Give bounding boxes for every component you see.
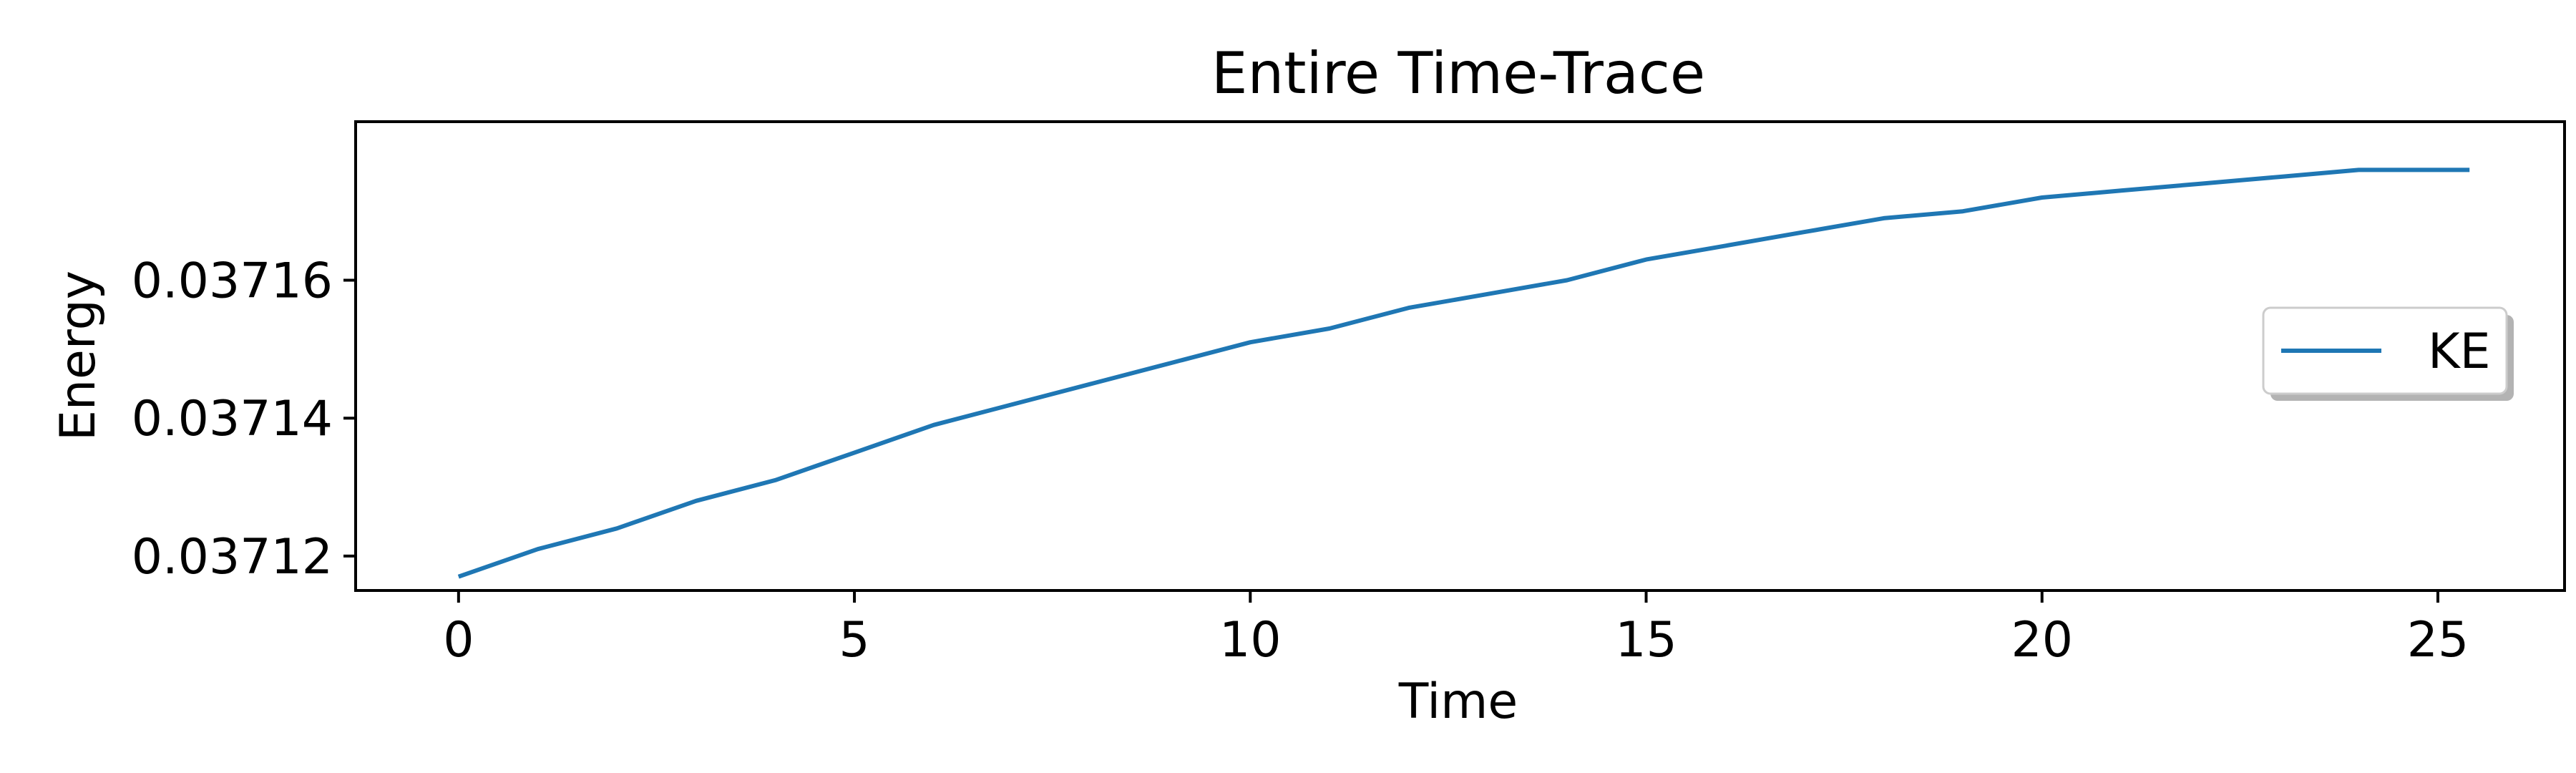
plot-frame [354,120,2566,592]
y-tick-label: 0.03716 [132,253,333,310]
x-axis: 0 5 10 15 20 25 [443,590,2469,669]
legend-box [2262,306,2508,395]
x-tick-label: 0 [443,612,474,669]
legend-label-ke: KE [2428,324,2491,380]
y-axis-label: Energy [50,271,107,441]
x-tick-label: 15 [1615,612,1677,669]
series-layer [457,167,2470,579]
y-tick-label: 0.03714 [132,391,333,447]
x-tick-label: 25 [2407,612,2469,669]
chart-title: Entire Time-Trace [1211,40,1705,107]
x-tick-label: 10 [1219,612,1282,669]
legend: KE [2262,306,2514,401]
y-axis: 0.03712 0.03714 0.03716 [132,253,356,585]
series-line-ke [457,167,2470,579]
x-tick-label: 20 [2011,612,2073,669]
x-axis-label: Time [1398,674,1518,730]
x-tick-label: 5 [839,612,869,669]
y-tick-label: 0.03712 [132,529,333,585]
